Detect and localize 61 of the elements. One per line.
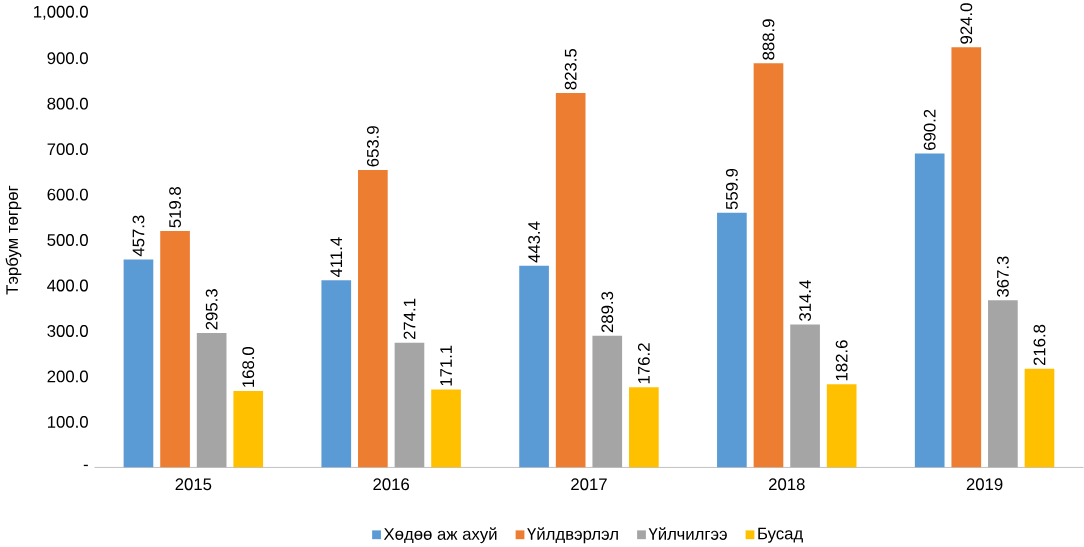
x-tick-label: 2015 [175, 478, 212, 490]
legend-label: Бусад [758, 527, 803, 543]
bar [519, 265, 549, 468]
data-label: 168.0 [242, 346, 255, 387]
x-tick-label: 2019 [966, 478, 1003, 490]
bar [790, 324, 820, 468]
y-tick-label: 900.0 [47, 52, 88, 64]
legend-label: Хөдөө аж ахуй [383, 527, 497, 544]
y-tick-label: 300.0 [47, 324, 88, 337]
x-tick-label: 2018 [769, 478, 805, 490]
bar [629, 387, 659, 468]
x-tick-label: 2016 [373, 478, 410, 490]
data-label: 367.3 [996, 256, 1009, 297]
bar [233, 390, 264, 468]
bar [717, 212, 747, 468]
data-label: 182.6 [835, 340, 848, 381]
data-label: 274.1 [403, 298, 416, 339]
legend-label: Үйлчилгээ [648, 527, 727, 540]
bar [826, 384, 857, 468]
bar [321, 280, 352, 468]
y-tick-label: 200.0 [47, 370, 88, 383]
data-label: 171.1 [440, 345, 452, 386]
data-label: 924.0 [960, 3, 973, 44]
data-label: 295.3 [205, 288, 218, 330]
y-tick-label: 600.0 [47, 188, 88, 201]
bar [196, 332, 227, 468]
bar [555, 92, 586, 468]
data-label: 519.8 [169, 186, 181, 228]
bar [394, 342, 425, 468]
data-label: 888.9 [762, 19, 775, 60]
data-label: 823.5 [564, 48, 577, 90]
data-label: 443.4 [528, 221, 540, 263]
bar [1024, 368, 1055, 468]
data-label: 411.4 [330, 237, 343, 277]
data-label: 314.4 [799, 279, 811, 321]
y-tick-label: 400.0 [47, 279, 88, 292]
y-tick-label: - [83, 464, 88, 466]
y-tick-label: 500.0 [47, 233, 88, 246]
legend-label: Үйлдвэрлэл [527, 527, 618, 544]
bar [123, 259, 154, 468]
bar [753, 63, 784, 468]
bar [592, 335, 623, 468]
data-label: 216.8 [1033, 324, 1046, 365]
bar [358, 169, 388, 468]
data-label: 559.9 [725, 168, 738, 210]
bar [951, 47, 982, 468]
bar [988, 300, 1018, 468]
data-label: 289.3 [601, 291, 614, 332]
bar [914, 153, 945, 468]
y-tick-label: 700.0 [47, 143, 88, 155]
x-tick-label: 2017 [571, 478, 607, 490]
data-label: 690.2 [923, 109, 936, 150]
data-label: 176.2 [637, 343, 650, 383]
y-tick-label: 100.0 [47, 415, 88, 428]
data-label: 457.3 [132, 215, 145, 257]
bar [431, 389, 461, 468]
y-axis-title: Тэрбум төгрөг [5, 185, 22, 295]
y-tick-label: 1,000.0 [34, 5, 88, 20]
bar [160, 230, 190, 468]
data-label: 653.9 [366, 125, 379, 167]
y-tick-label: 800.0 [47, 97, 88, 110]
